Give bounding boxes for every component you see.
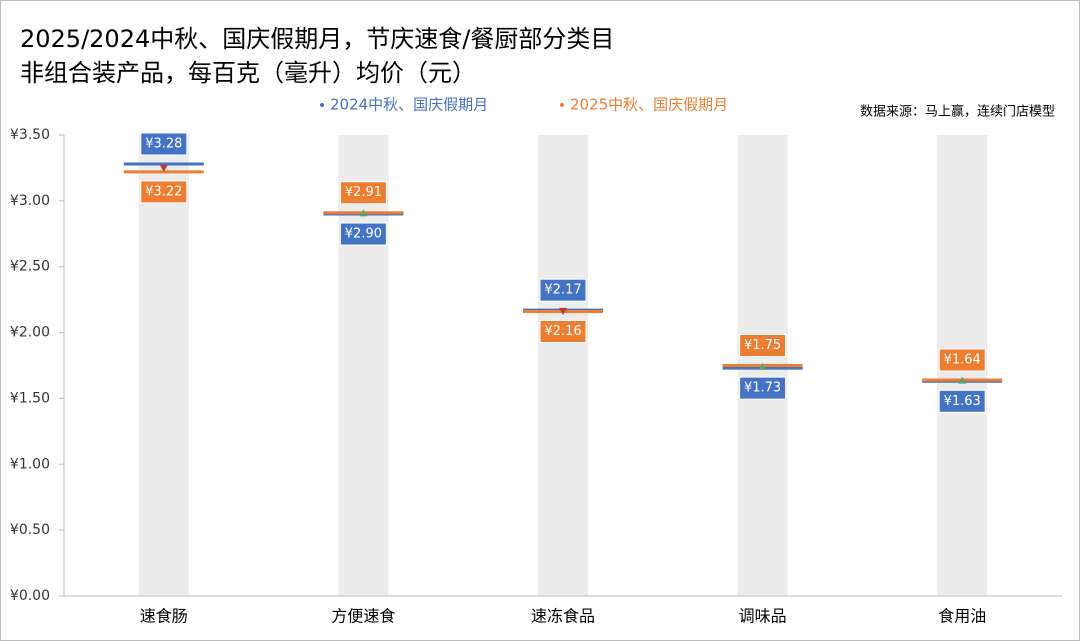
value-label-box [339,222,387,246]
x-tick-label: 食用油 [938,607,986,626]
chart-title: 2025/2024中秋、国庆假期月，节庆速食/餐厨部分类目 [20,25,614,53]
value-label: ¥3.22 [145,184,182,199]
change-marker [559,307,567,315]
value-label-box [339,181,387,205]
source: 数据来源：马上赢，连续门店模型 [860,104,1055,120]
y-tick-label: ¥0.50 [10,522,50,538]
category-band [138,135,189,596]
value-label-box [739,376,787,400]
value-label: ¥1.73 [744,381,781,396]
change-marker [159,164,168,172]
value-label-box [539,319,587,343]
x-tick-label: 方便速食 [331,607,395,626]
legend-marker [560,103,564,107]
value-label: ¥2.16 [544,324,581,339]
change-marker [958,376,967,384]
value-label: ¥1.75 [744,338,781,353]
value-label: ¥2.91 [345,185,382,200]
chart-subtitle: 非组合装产品，每百克（毫升）均价（元） [20,59,476,87]
y-tick-label: ¥3.00 [10,193,50,209]
change-marker [359,209,368,217]
x-tick-label: 速冻食品 [531,607,595,626]
y-tick-label: ¥1.50 [10,390,50,406]
y-tick-label: ¥1.00 [10,456,50,472]
value-label: ¥2.90 [345,227,382,242]
value-label-box [938,348,986,372]
value-label-box [539,278,587,302]
legend-marker [320,103,324,107]
y-tick-label: ¥3.50 [10,127,50,143]
legend-label: 2025中秋、国庆假期月 [570,96,728,114]
value-label: ¥2.17 [544,283,581,298]
value-label: ¥3.28 [145,136,182,151]
change-marker [758,362,767,370]
y-tick-label: ¥2.00 [10,325,50,341]
legend-label: 2024中秋、国庆假期月 [330,96,488,114]
value-label-box [140,132,188,156]
value-label-box [739,334,787,357]
value-label: ¥1.63 [944,394,981,409]
y-tick-label: ¥2.50 [10,259,50,275]
value-label: ¥1.64 [944,352,981,367]
x-tick-label: 调味品 [739,607,787,626]
category-band [538,135,588,596]
x-tick-label: 速食肠 [140,607,188,626]
value-label-box [140,180,188,204]
value-label-box [938,389,986,413]
y-tick-label: ¥0.00 [10,588,50,604]
